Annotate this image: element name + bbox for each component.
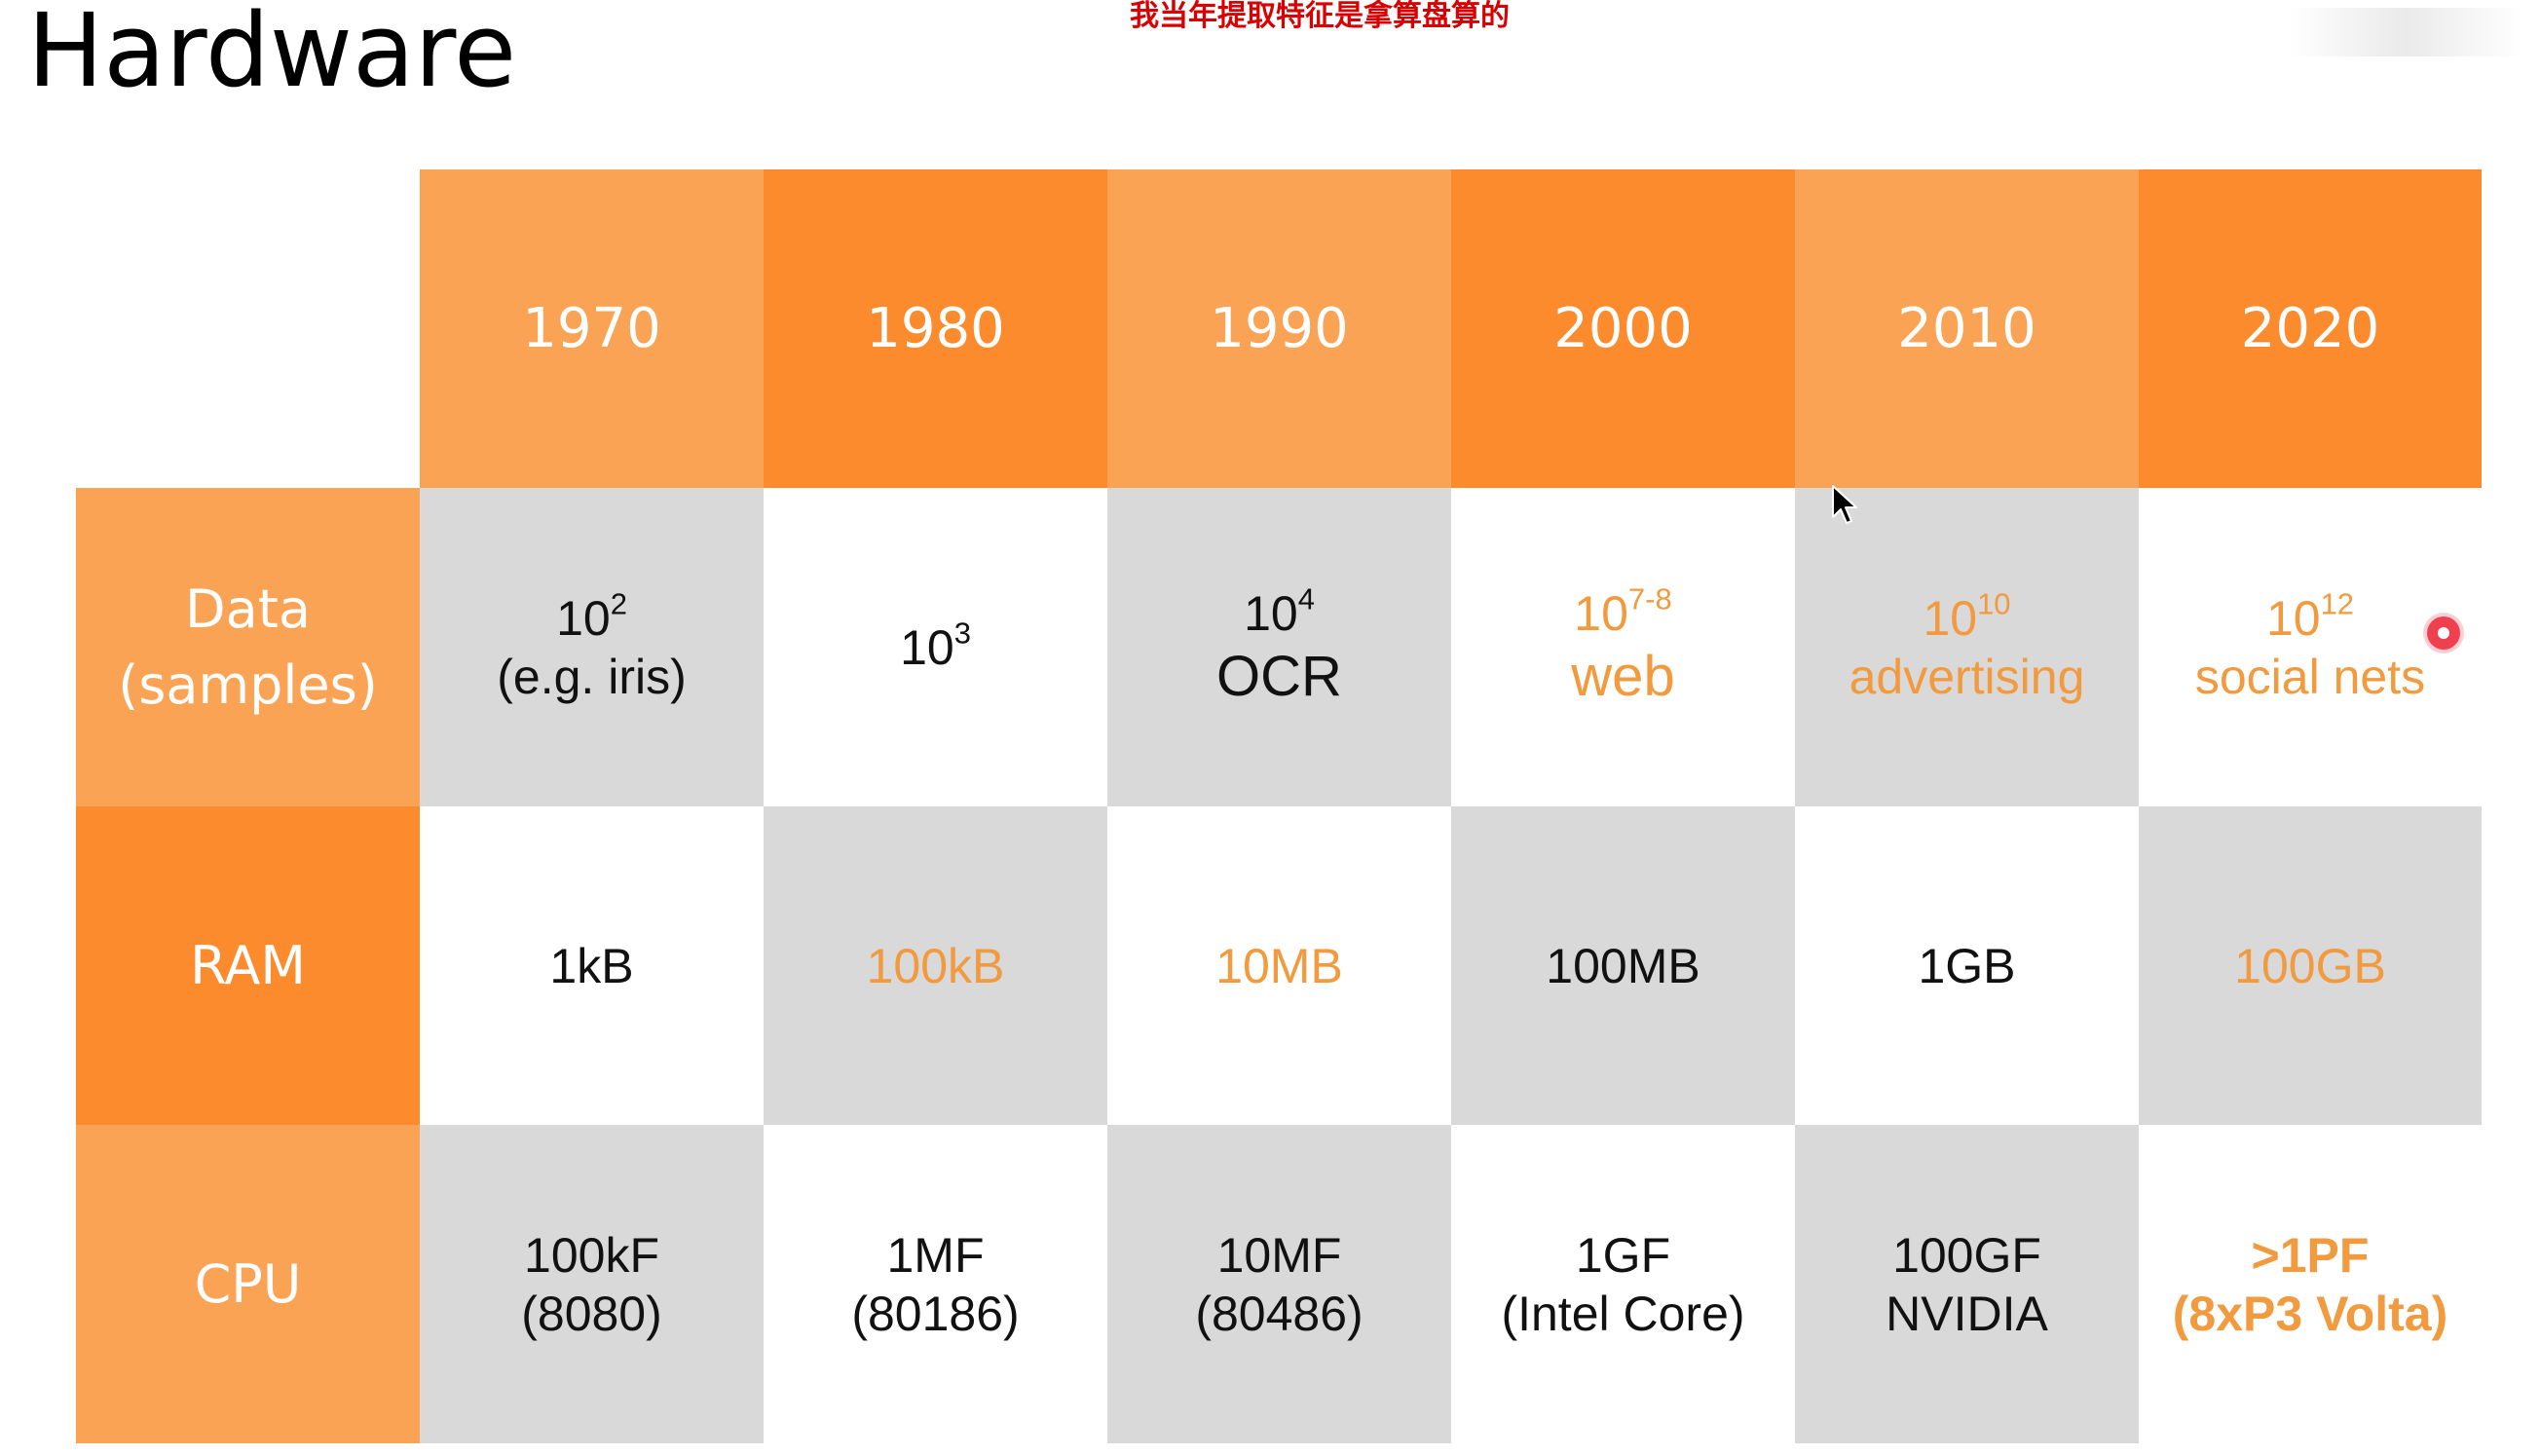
ram-cell-1970: 1kB [420, 806, 764, 1125]
cpu-value: 10MF [1216, 1227, 1342, 1283]
year-header-1970: 1970 [420, 169, 764, 488]
data-cell-2010: 1010 advertising [1795, 488, 2139, 806]
cpu-cell-2020: >1PF (8xP3 Volta) [2139, 1125, 2482, 1443]
ram-cell-2000: 100MB [1451, 806, 1795, 1125]
cpu-model: (Intel Core) [1501, 1286, 1745, 1341]
data-cell-1990: 104 OCR [1107, 488, 1451, 806]
data-value: 107-8 [1574, 580, 1672, 641]
data-value: 102 [556, 585, 627, 646]
cpu-value: 1GF [1575, 1227, 1671, 1283]
data-value: 1012 [2265, 585, 2355, 646]
laser-pointer-icon [2427, 616, 2460, 650]
cpu-cell-1980: 1MF (80186) [764, 1125, 1107, 1443]
hardware-table: 1970 1980 1990 2000 2010 2020 Data (samp… [76, 169, 2482, 1443]
cpu-cell-1970: 100kF (8080) [420, 1125, 764, 1443]
caption-subtitle: 我当年提取特征是拿算盘算的 [1130, 0, 1510, 33]
year-header-2000: 2000 [1451, 169, 1795, 488]
data-cell-2000: 107-8 web [1451, 488, 1795, 806]
row-header-data: Data (samples) [76, 488, 420, 806]
data-value: 104 [1244, 580, 1315, 641]
ram-cell-2010: 1GB [1795, 806, 2139, 1125]
cpu-cell-1990: 10MF (80486) [1107, 1125, 1451, 1443]
mouse-cursor-icon [1832, 485, 1857, 524]
year-header-1980: 1980 [764, 169, 1107, 488]
data-example: OCR [1216, 644, 1342, 708]
data-example: social nets [2194, 649, 2426, 704]
cpu-value: >1PF [2251, 1227, 2370, 1283]
row-header-data-line2: (samples) [118, 653, 378, 716]
cpu-value: 1MF [886, 1227, 985, 1283]
cpu-cell-2000: 1GF (Intel Core) [1451, 1125, 1795, 1443]
row-header-data-line1: Data [185, 578, 311, 640]
data-example: web [1571, 644, 1675, 708]
ram-cell-1980: 100kB [764, 806, 1107, 1125]
year-header-2010: 2010 [1795, 169, 2139, 488]
cpu-model: (8080) [521, 1286, 662, 1341]
cpu-value: 100kF [524, 1227, 659, 1283]
cpu-model: NVIDIA [1886, 1286, 2048, 1341]
year-header-1990: 1990 [1107, 169, 1451, 488]
page-title: Hardware [27, 0, 517, 110]
data-cell-1980: 103 [764, 488, 1107, 806]
watermark [2289, 8, 2522, 56]
cpu-model: (8xP3 Volta) [2172, 1286, 2448, 1341]
row-header-cpu: CPU [76, 1125, 420, 1443]
ram-cell-2020: 100GB [2139, 806, 2482, 1125]
ram-cell-1990: 10MB [1107, 806, 1451, 1125]
year-header-2020: 2020 [2139, 169, 2482, 488]
data-cell-2020: 1012 social nets [2139, 488, 2482, 806]
cpu-model: (80186) [851, 1286, 1020, 1341]
cpu-model: (80486) [1195, 1286, 1363, 1341]
data-value: 103 [900, 615, 971, 675]
data-example: (e.g. iris) [497, 649, 687, 704]
data-cell-1970: 102 (e.g. iris) [420, 488, 764, 806]
row-header-ram: RAM [76, 806, 420, 1125]
cpu-value: 100GF [1892, 1227, 2041, 1283]
data-value: 1010 [1923, 585, 2011, 646]
data-example: advertising [1849, 649, 2085, 704]
cpu-cell-2010: 100GF NVIDIA [1795, 1125, 2139, 1443]
